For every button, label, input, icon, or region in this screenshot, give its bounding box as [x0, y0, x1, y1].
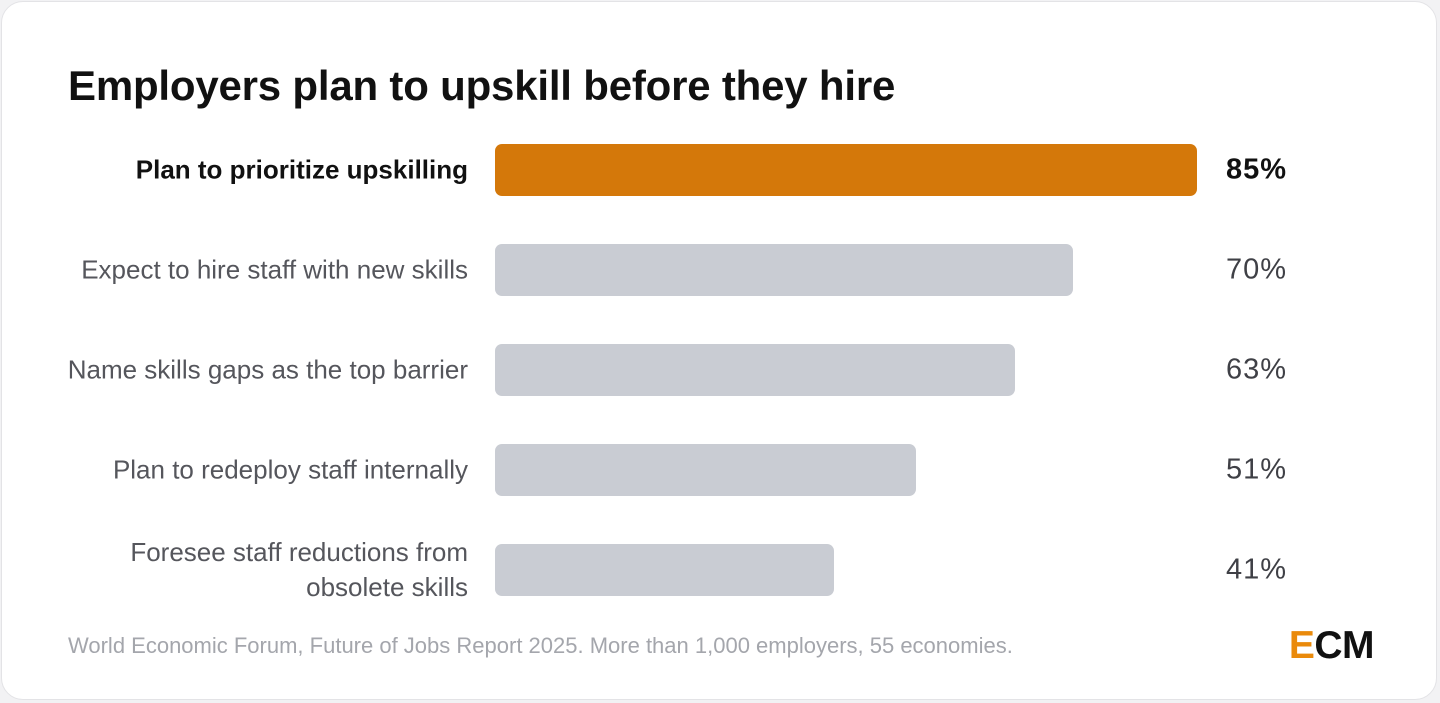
value-label: 51% — [1226, 453, 1288, 486]
category-label: Foresee staff reductions from obsolete s… — [130, 537, 468, 602]
category-label: Expect to hire staff with new skills — [81, 254, 468, 285]
value-label: 70% — [1226, 253, 1288, 286]
bar — [495, 344, 1016, 396]
bar — [495, 444, 917, 496]
source-note: World Economic Forum, Future of Jobs Rep… — [68, 633, 1013, 658]
logo-accent-letter: E — [1288, 624, 1315, 667]
value-label: 85% — [1226, 153, 1288, 186]
bar — [495, 144, 1197, 196]
value-label: 63% — [1226, 353, 1288, 386]
ecm-logo: ECM — [1288, 624, 1375, 668]
category-label: Plan to prioritize upskilling — [135, 154, 468, 185]
category-label: Name skills gaps as the top barrier — [67, 354, 468, 385]
category-label: Plan to redeploy staff internally — [112, 454, 468, 485]
bar — [495, 244, 1074, 296]
chart-title: Employers plan to upskill before they hi… — [68, 62, 896, 109]
value-label: 41% — [1226, 553, 1288, 586]
bar — [495, 544, 834, 596]
logo-letters: CM — [1314, 624, 1374, 667]
